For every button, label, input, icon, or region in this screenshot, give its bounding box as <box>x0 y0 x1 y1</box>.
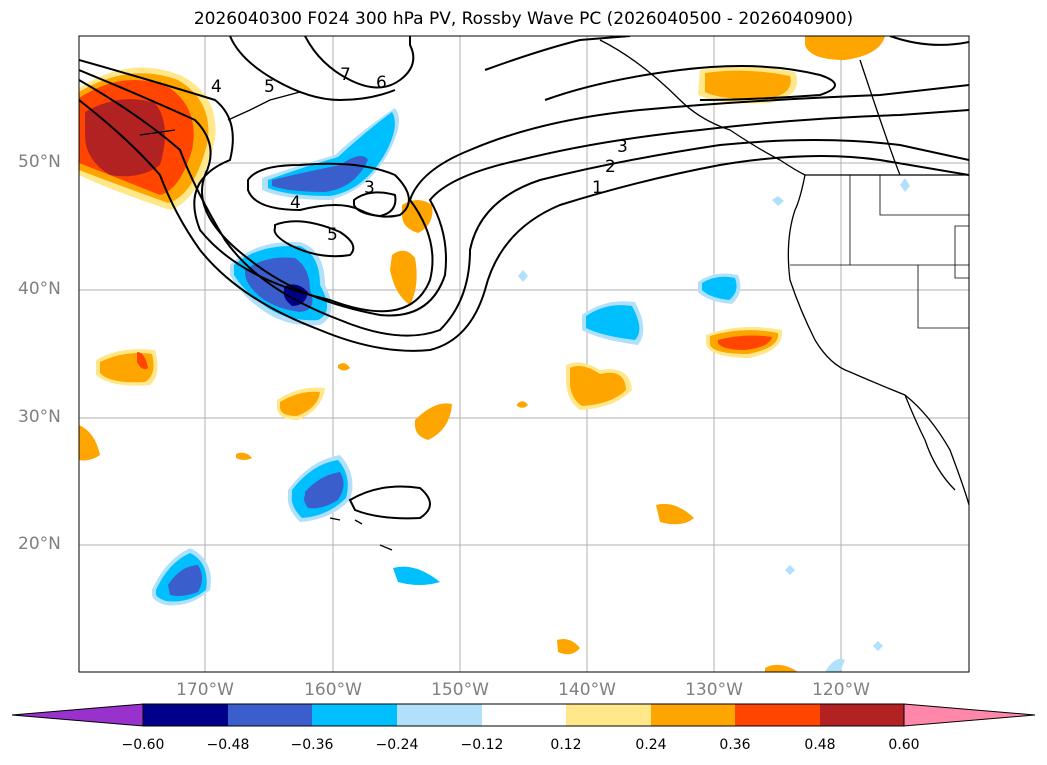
pv-anomaly-positive <box>805 36 885 60</box>
colorbar-segment <box>312 704 397 726</box>
colorbar-segment <box>397 704 482 726</box>
map-title: 2026040300 F024 300 hPa PV, Rossby Wave … <box>193 9 854 29</box>
map-plot-area: 7 6 5 4 3 2 1 4 5 3 <box>79 36 969 672</box>
colorbar-segment <box>651 704 735 726</box>
pv-anomaly-positive <box>79 425 100 461</box>
contour-label: 3 <box>364 178 375 198</box>
contour-line <box>348 485 431 520</box>
colorbar-tick-label: 0.48 <box>804 737 836 753</box>
lon-label: 120°W <box>812 680 870 700</box>
pv-anomaly-negative <box>393 566 440 585</box>
pv-anomaly-negative <box>873 641 883 651</box>
coastline <box>227 91 301 121</box>
colorbar-tick-label: 0.24 <box>635 737 667 753</box>
contour-label: 1 <box>592 178 603 198</box>
contour-line <box>484 36 631 71</box>
pv-anomaly-positive <box>705 70 791 100</box>
contour-line <box>79 99 969 352</box>
pv-anomaly-positive <box>765 664 798 672</box>
pv-anomaly-negative <box>304 472 344 509</box>
colorbar-tick-label: 0.60 <box>888 737 920 753</box>
pv-anomaly-negative <box>785 565 795 575</box>
coastline <box>859 59 901 176</box>
pv-anomaly-negative <box>518 270 528 282</box>
contour-line <box>79 69 969 317</box>
pv-anomaly-negative <box>772 196 784 206</box>
contour-line <box>229 36 396 102</box>
colorbar-tick-label: −0.48 <box>206 737 250 753</box>
colorbar-extend-low <box>11 703 144 727</box>
colorbar-segment <box>735 704 820 726</box>
colorbar-tick-label: 0.12 <box>550 737 582 753</box>
coastlines <box>139 39 969 551</box>
colorbar-tick-label: 0.36 <box>719 737 751 753</box>
graticule <box>79 36 969 672</box>
pv-anomaly-negative <box>702 276 737 300</box>
admin-boundaries <box>790 174 969 329</box>
colorbar-segment <box>820 704 904 726</box>
pv-anomaly-positive <box>280 391 320 416</box>
pv-anomaly-positive <box>570 366 626 406</box>
contour-line <box>247 162 410 218</box>
coastline <box>139 129 176 136</box>
coastline <box>329 517 393 551</box>
pv-anomaly-positive <box>656 503 694 525</box>
contour-label: 4 <box>211 77 222 97</box>
pv-anomaly-positive <box>718 335 772 350</box>
rossby-wave-contours <box>79 36 969 520</box>
pv-anomaly-positive <box>137 352 148 370</box>
contour-line <box>889 36 969 46</box>
lat-label: 40°N <box>18 279 61 299</box>
lon-label: 130°W <box>685 680 743 700</box>
colorbar-segment <box>566 704 651 726</box>
positive-pv-anomalies <box>79 36 885 672</box>
contour-line <box>79 59 969 313</box>
contour-label: 6 <box>376 73 387 93</box>
pv-anomaly-negative <box>825 658 845 672</box>
colorbar-extend-high <box>903 703 1036 727</box>
contour-label: 3 <box>617 137 628 157</box>
lat-label: 50°N <box>18 152 61 172</box>
colorbar-segment <box>228 704 312 726</box>
pv-anomaly-positive <box>338 363 350 371</box>
pv-anomaly-negative <box>586 305 640 340</box>
colorbar-tick-label: −0.36 <box>290 737 334 753</box>
lat-label: 30°N <box>18 407 61 427</box>
contour-line <box>304 36 415 89</box>
pv-anomaly-positive <box>390 250 417 305</box>
contour-line <box>79 79 969 337</box>
lon-label: 150°W <box>431 680 489 700</box>
pv-anomaly-positive <box>236 452 252 460</box>
lon-label: 140°W <box>558 680 616 700</box>
coastline <box>599 39 806 176</box>
map-frame <box>78 35 970 673</box>
colorbar-tick-label: −0.24 <box>375 737 419 753</box>
colorbar-tick-label: −0.60 <box>121 737 165 753</box>
colorbar-segment <box>482 704 566 726</box>
coastline <box>904 394 956 491</box>
colorbar-segment <box>143 704 228 726</box>
contour-line <box>273 220 355 258</box>
pv-anomaly-positive <box>557 639 580 655</box>
contour-label: 2 <box>605 157 616 177</box>
colorbar-tick-label: −0.12 <box>460 737 504 753</box>
lon-label: 170°W <box>176 680 234 700</box>
contour-label: 4 <box>290 193 301 213</box>
lat-label: 20°N <box>18 534 61 554</box>
pv-anomaly-negative <box>283 284 308 306</box>
pv-anomaly-negative <box>168 565 202 596</box>
contour-label: 5 <box>264 77 275 97</box>
pv-anomaly-negative <box>900 178 910 192</box>
contour-line <box>544 65 836 101</box>
pv-anomaly-positive <box>517 401 528 408</box>
colorbar <box>11 703 1036 727</box>
pv-anomaly-positive <box>415 403 452 440</box>
contour-labels: 7 6 5 4 3 2 1 4 5 3 <box>211 65 628 245</box>
contour-line <box>353 191 397 218</box>
lon-label: 160°W <box>304 680 362 700</box>
contour-label: 7 <box>340 65 351 85</box>
contour-label: 5 <box>327 225 338 245</box>
coastline <box>787 174 969 506</box>
